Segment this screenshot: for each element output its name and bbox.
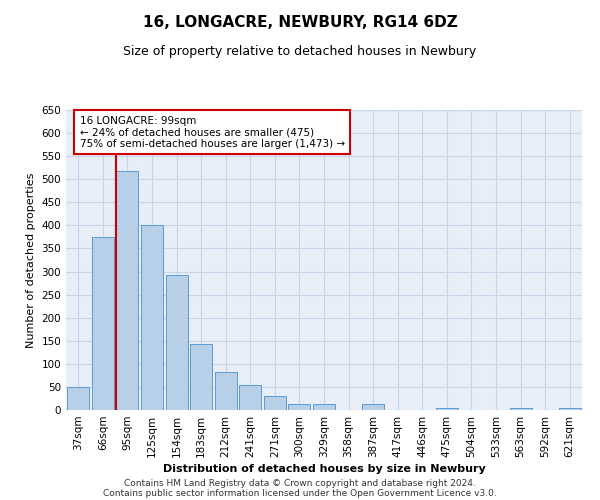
Bar <box>116 171 139 410</box>
Bar <box>559 408 581 410</box>
Text: 16, LONGACRE, NEWBURY, RG14 6DZ: 16, LONGACRE, NEWBURY, RG14 6DZ <box>143 15 457 30</box>
Text: Size of property relative to detached houses in Newbury: Size of property relative to detached ho… <box>124 45 476 58</box>
Bar <box>215 372 237 410</box>
Bar <box>436 408 458 410</box>
Bar <box>264 396 286 410</box>
Bar <box>289 404 310 410</box>
Bar <box>239 384 262 410</box>
Text: Contains HM Land Registry data © Crown copyright and database right 2024.: Contains HM Land Registry data © Crown c… <box>124 478 476 488</box>
Bar <box>166 275 188 410</box>
Bar <box>509 408 532 410</box>
Bar <box>190 344 212 410</box>
Bar <box>92 237 114 410</box>
Bar <box>141 226 163 410</box>
Bar <box>67 387 89 410</box>
Bar <box>313 404 335 410</box>
Y-axis label: Number of detached properties: Number of detached properties <box>26 172 36 348</box>
Text: Contains public sector information licensed under the Open Government Licence v3: Contains public sector information licen… <box>103 488 497 498</box>
Text: 16 LONGACRE: 99sqm
← 24% of detached houses are smaller (475)
75% of semi-detach: 16 LONGACRE: 99sqm ← 24% of detached hou… <box>80 116 344 148</box>
X-axis label: Distribution of detached houses by size in Newbury: Distribution of detached houses by size … <box>163 464 485 474</box>
Bar <box>362 404 384 410</box>
